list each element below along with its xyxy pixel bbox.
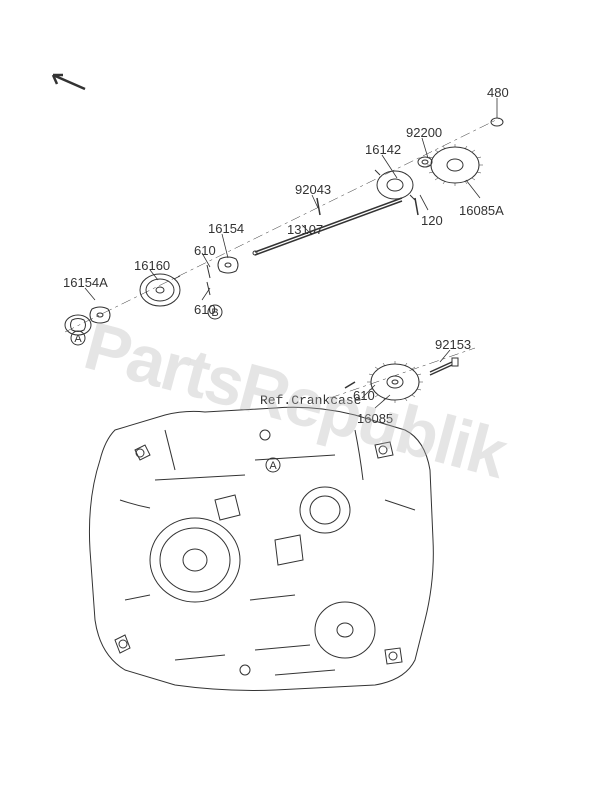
- label-16142: 16142: [365, 142, 401, 157]
- label-16154A: 16154A: [63, 275, 108, 290]
- label-16154: 16154: [208, 221, 244, 236]
- label-480: 480: [487, 85, 509, 100]
- reference-crankcase: Ref.Crankcase: [260, 393, 361, 408]
- label-13107: 13107: [287, 222, 323, 237]
- direction-arrow: [45, 67, 95, 97]
- label-16085A: 16085A: [459, 203, 504, 218]
- label-120: 120: [421, 213, 443, 228]
- label-610-2: 610: [194, 302, 216, 317]
- label-92200: 92200: [406, 125, 442, 140]
- label-92043: 92043: [295, 182, 331, 197]
- parts-diagram: A B A 480 92200 16142 16085A 120 92043 1…: [0, 0, 589, 799]
- label-16085: 16085: [357, 411, 393, 426]
- label-610-1: 610: [194, 243, 216, 258]
- label-92153: 92153: [435, 337, 471, 352]
- crankcase: [75, 400, 455, 710]
- label-16160: 16160: [134, 258, 170, 273]
